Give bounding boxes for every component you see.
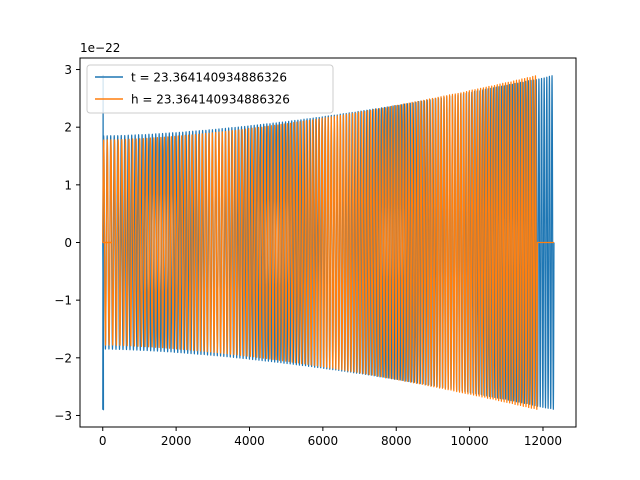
x-axis: 0 2000 4000 6000 8000 10000 12000 xyxy=(99,427,562,448)
y-axis: −3 −2 −1 0 1 2 3 xyxy=(54,63,80,423)
x-tick-label: 10000 xyxy=(451,434,489,448)
y-tick-label: 1 xyxy=(64,178,72,192)
y-tick-label: 3 xyxy=(64,63,72,77)
x-tick-label: 0 xyxy=(99,434,107,448)
legend-label-t: t = 23.364140934886326 xyxy=(131,71,287,85)
series-line-h xyxy=(102,75,554,410)
x-tick-label: 12000 xyxy=(524,434,562,448)
x-tick-label: 4000 xyxy=(234,434,265,448)
legend-box xyxy=(86,64,334,114)
y-tick-label: −1 xyxy=(54,294,72,308)
y-scale-label: 1e−22 xyxy=(80,41,120,55)
y-tick-label: −2 xyxy=(54,351,72,365)
legend-label-h: h = 23.364140934886326 xyxy=(131,93,290,107)
y-tick-label: 2 xyxy=(64,121,72,135)
series-layer xyxy=(102,74,555,411)
y-tick-label: 0 xyxy=(64,236,72,250)
x-tick-label: 8000 xyxy=(381,434,412,448)
x-tick-label: 2000 xyxy=(161,434,192,448)
legend: t = 23.364140934886326 h = 23.3641409348… xyxy=(86,64,334,114)
x-tick-label: 6000 xyxy=(308,434,339,448)
y-tick-label: −3 xyxy=(54,409,72,423)
